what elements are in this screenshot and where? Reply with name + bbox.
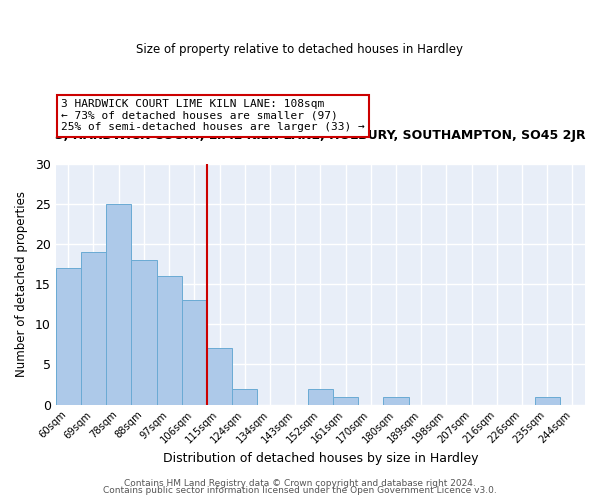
Bar bbox=[106, 204, 131, 404]
Bar bbox=[81, 252, 106, 404]
Bar bbox=[207, 348, 232, 405]
Text: 3 HARDWICK COURT LIME KILN LANE: 108sqm
← 73% of detached houses are smaller (97: 3 HARDWICK COURT LIME KILN LANE: 108sqm … bbox=[61, 99, 365, 132]
Bar bbox=[232, 388, 257, 404]
Bar bbox=[56, 268, 81, 404]
X-axis label: Distribution of detached houses by size in Hardley: Distribution of detached houses by size … bbox=[163, 452, 478, 465]
Title: 3, HARDWICK COURT, LIME KILN LANE, HOLBURY, SOUTHAMPTON, SO45 2JR: 3, HARDWICK COURT, LIME KILN LANE, HOLBU… bbox=[55, 129, 586, 142]
Bar bbox=[131, 260, 157, 404]
Text: Contains public sector information licensed under the Open Government Licence v3: Contains public sector information licen… bbox=[103, 486, 497, 495]
Bar bbox=[308, 388, 333, 404]
Y-axis label: Number of detached properties: Number of detached properties bbox=[15, 192, 28, 378]
Bar bbox=[157, 276, 182, 404]
Text: Size of property relative to detached houses in Hardley: Size of property relative to detached ho… bbox=[137, 44, 464, 57]
Bar bbox=[535, 396, 560, 404]
Bar bbox=[182, 300, 207, 405]
Text: Contains HM Land Registry data © Crown copyright and database right 2024.: Contains HM Land Registry data © Crown c… bbox=[124, 478, 476, 488]
Bar bbox=[383, 396, 409, 404]
Bar bbox=[333, 396, 358, 404]
